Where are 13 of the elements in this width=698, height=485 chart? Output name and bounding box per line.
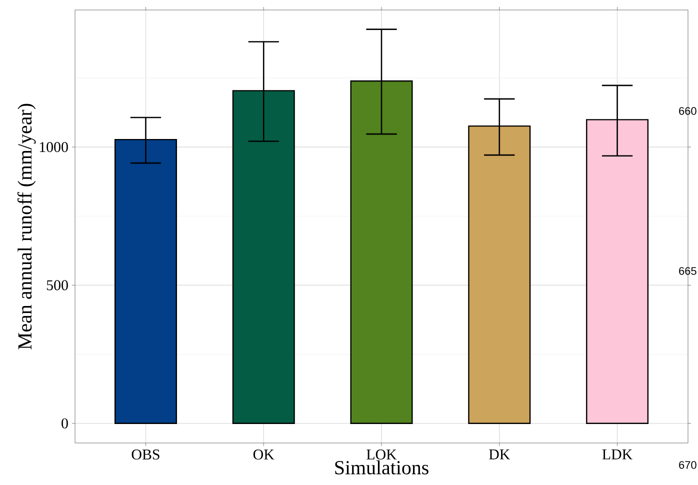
x-tick-label: OBS: [132, 450, 160, 460]
y-tick-label: 1000: [40, 142, 68, 152]
text: 670: [679, 461, 696, 469]
x-tick-label: DK: [489, 450, 510, 460]
x-tick-label: LDK: [602, 450, 632, 460]
annotation: 665: [679, 267, 696, 275]
y-axis-title: Mean annual runoff (mm/year): [17, 104, 36, 350]
x-tick-label: OK: [253, 450, 274, 460]
x-tick-label: LOK: [366, 450, 397, 460]
y-tick-label: 0: [62, 418, 68, 428]
x-axis-title: Simulations: [335, 460, 428, 474]
annotation: 660: [679, 107, 696, 115]
y-tick-label: 500: [46, 280, 68, 290]
